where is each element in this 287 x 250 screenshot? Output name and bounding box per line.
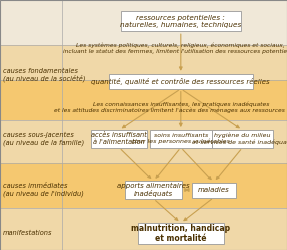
- FancyBboxPatch shape: [109, 74, 253, 89]
- Text: ressources potentielles :
naturelles, humaines, techniques: ressources potentielles : naturelles, hu…: [120, 15, 241, 28]
- Text: causes sous-jacentes
(au niveau de la famille): causes sous-jacentes (au niveau de la fa…: [3, 132, 84, 145]
- Text: maladies: maladies: [198, 187, 230, 193]
- FancyBboxPatch shape: [150, 130, 212, 148]
- Text: quantité, qualité et contrôle des ressources réelles: quantité, qualité et contrôle des ressou…: [92, 78, 270, 85]
- FancyBboxPatch shape: [121, 11, 241, 31]
- FancyBboxPatch shape: [138, 223, 224, 244]
- Text: hygiène du milieu
et services de santé inadéquats: hygiène du milieu et services de santé i…: [192, 133, 287, 145]
- FancyBboxPatch shape: [192, 182, 236, 198]
- Text: Les systèmes politiques, culturels, religieux, économiques et sociaux,
incluant : Les systèmes politiques, culturels, reli…: [63, 42, 287, 54]
- Text: apports alimentaires
inadéquats: apports alimentaires inadéquats: [117, 183, 190, 197]
- FancyBboxPatch shape: [125, 181, 182, 199]
- Bar: [0, 120, 287, 162]
- Text: manifestations: manifestations: [3, 230, 52, 236]
- Text: Les connaissances insuffisantes, les pratiques inadéquates
et les attitudes disc: Les connaissances insuffisantes, les pra…: [54, 101, 287, 113]
- FancyBboxPatch shape: [212, 130, 273, 148]
- Text: malnutrition, handicap
et mortalité: malnutrition, handicap et mortalité: [131, 224, 230, 244]
- Bar: [0, 45, 287, 80]
- Bar: [0, 162, 287, 208]
- Text: causes immédiates
(au niveau de l'individu): causes immédiates (au niveau de l'indivi…: [3, 183, 84, 197]
- Text: soins insuffisants
pour les personnes vulnérables: soins insuffisants pour les personnes vu…: [131, 133, 230, 144]
- Bar: [0, 208, 287, 250]
- FancyBboxPatch shape: [91, 130, 147, 148]
- Text: accès insuffisant
à l'alimentation: accès insuffisant à l'alimentation: [91, 132, 147, 145]
- Bar: [0, 0, 287, 45]
- Bar: [0, 80, 287, 120]
- Text: causes fondamentales
(au niveau de la société): causes fondamentales (au niveau de la so…: [3, 68, 85, 82]
